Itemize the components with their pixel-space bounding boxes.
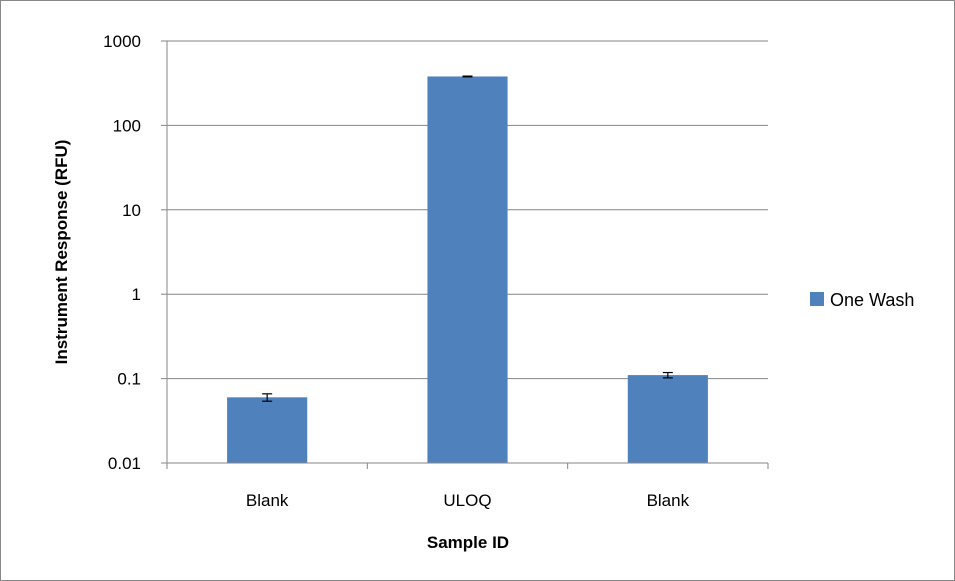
y-tick-labels: 0.01 0.1 1 10 100 1000 <box>103 32 141 473</box>
bar-blank-1 <box>227 397 308 463</box>
x-tick-label-blank-3: Blank <box>647 491 690 510</box>
bar-uloq-2 <box>427 76 508 464</box>
y-axis-title: Instrument Response (RFU) <box>52 140 71 365</box>
y-tick-label-10: 10 <box>122 201 141 220</box>
legend-label-one-wash: One Wash <box>830 290 914 310</box>
x-tick-labels: Blank ULOQ Blank <box>246 491 690 510</box>
x-tick-label-blank-1: Blank <box>246 491 289 510</box>
y-tick-label-1: 1 <box>132 285 141 304</box>
bar-blank-3 <box>627 375 708 463</box>
legend-swatch <box>810 292 824 306</box>
y-tick-label-0.01: 0.01 <box>108 454 141 473</box>
y-tick-label-1000: 1000 <box>103 32 141 51</box>
bars <box>227 75 708 464</box>
y-tick-label-0.1: 0.1 <box>117 370 141 389</box>
y-tick-label-100: 100 <box>113 116 141 135</box>
x-axis-title: Sample ID <box>427 533 509 552</box>
axes <box>161 40 769 469</box>
legend: One Wash <box>810 290 914 310</box>
x-tick-label-uloq-2: ULOQ <box>443 491 491 510</box>
